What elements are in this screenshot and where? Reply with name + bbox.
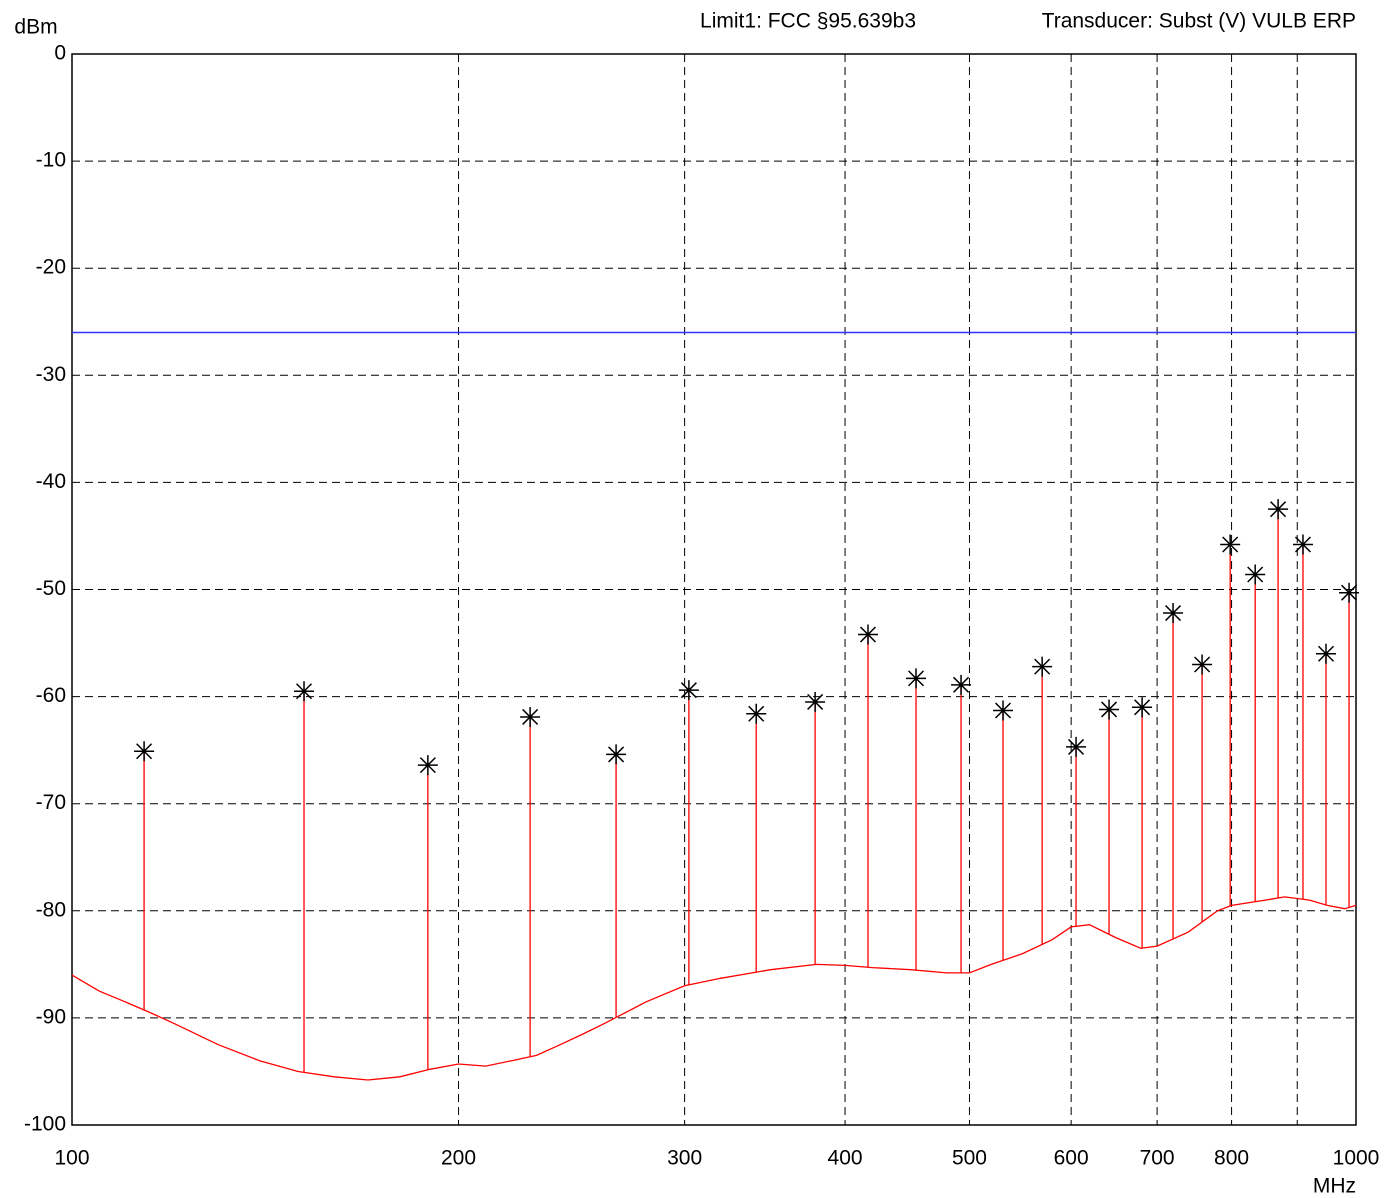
noise-trace — [71, 896, 1357, 1081]
peak-marker — [857, 624, 878, 645]
y-tick-label: -40 — [36, 470, 66, 493]
peak-marker — [417, 755, 438, 776]
x-tick-label: 1000 — [1333, 1147, 1380, 1170]
x-tick-label: 800 — [1214, 1147, 1249, 1170]
x-axis-label: MHz — [1313, 1175, 1356, 1198]
peak-marker — [1066, 736, 1087, 757]
plot-frame — [71, 53, 1357, 1126]
peak-marker — [678, 680, 699, 701]
y-axis-label: dBm — [14, 16, 57, 39]
peak-marker — [1245, 564, 1266, 585]
peak-marker — [606, 744, 627, 765]
peak-marker — [1132, 697, 1153, 718]
x-tick-label: 200 — [441, 1147, 476, 1170]
y-tick-label: 0 — [54, 42, 66, 65]
peak-marker — [993, 700, 1014, 721]
peak-marker — [1339, 582, 1360, 603]
y-tick-label: -30 — [36, 363, 66, 386]
y-tick-label: -20 — [36, 256, 66, 279]
peak-marker — [746, 703, 767, 724]
transducer-label: Transducer: Subst (V) VULB ERP — [1042, 10, 1356, 33]
y-tick-label: -50 — [36, 577, 66, 600]
peak-marker — [520, 706, 541, 727]
x-tick-label: 500 — [952, 1147, 987, 1170]
x-tick-label: 300 — [667, 1147, 702, 1170]
peak-marker — [1032, 656, 1053, 677]
x-tick-label: 700 — [1140, 1147, 1175, 1170]
peak-marker — [805, 691, 826, 712]
peak-marker — [134, 741, 155, 762]
x-tick-label: 600 — [1054, 1147, 1089, 1170]
x-tick-label: 100 — [54, 1147, 89, 1170]
peak-marker — [1099, 699, 1120, 720]
peak-marker — [1192, 654, 1213, 675]
peak-marker — [906, 668, 927, 689]
y-tick-label: -80 — [36, 898, 66, 921]
limit-label: Limit1: FCC §95.639b3 — [700, 10, 916, 33]
peak-marker — [294, 681, 315, 702]
y-tick-label: -90 — [36, 1005, 66, 1028]
peak-marker — [1220, 534, 1241, 555]
peak-marker — [1163, 603, 1184, 624]
y-tick-label: -60 — [36, 684, 66, 707]
peak-marker — [1292, 534, 1313, 555]
peak-marker — [1268, 499, 1289, 520]
y-tick-label: -10 — [36, 149, 66, 172]
x-tick-label: 400 — [828, 1147, 863, 1170]
y-tick-label: -70 — [36, 791, 66, 814]
y-tick-label: -100 — [24, 1113, 66, 1136]
peak-marker — [1315, 643, 1336, 664]
peak-marker — [951, 674, 972, 695]
